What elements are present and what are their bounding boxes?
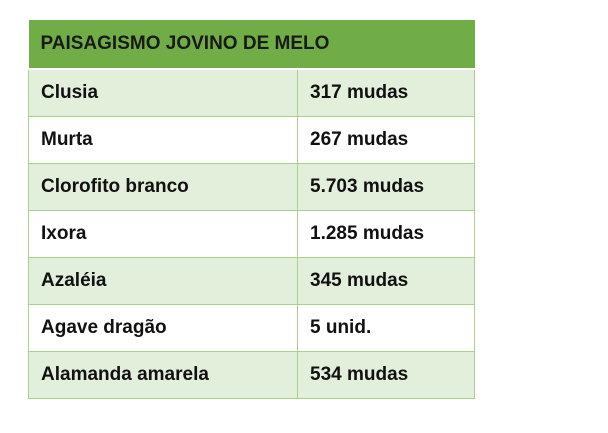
plant-table: PAISAGISMO JOVINO DE MELO Clusia 317 mud… [28, 20, 475, 399]
plant-name: Azaléia [28, 256, 298, 305]
plant-table-container: PAISAGISMO JOVINO DE MELO Clusia 317 mud… [28, 20, 475, 399]
plant-name: Clusia [28, 68, 298, 117]
table-row: Clorofito branco 5.703 mudas [28, 162, 475, 211]
table-row: Murta 267 mudas [28, 115, 475, 164]
plant-quantity: 5.703 mudas [297, 162, 475, 211]
table-row: Ixora 1.285 mudas [28, 209, 475, 258]
table-header-row: PAISAGISMO JOVINO DE MELO [28, 20, 475, 70]
plant-quantity: 267 mudas [297, 115, 475, 164]
plant-name: Agave dragão [28, 303, 298, 352]
table-title: PAISAGISMO JOVINO DE MELO [28, 20, 475, 70]
table-row: Azaléia 345 mudas [28, 256, 475, 305]
table-row: Clusia 317 mudas [28, 68, 475, 117]
plant-quantity: 1.285 mudas [297, 209, 475, 258]
plant-quantity: 5 unid. [297, 303, 475, 352]
plant-quantity: 534 mudas [297, 350, 475, 399]
plant-name: Alamanda amarela [28, 350, 298, 399]
plant-name: Murta [28, 115, 298, 164]
plant-name: Ixora [28, 209, 298, 258]
plant-quantity: 317 mudas [297, 68, 475, 117]
table-row: Agave dragão 5 unid. [28, 303, 475, 352]
plant-name: Clorofito branco [28, 162, 298, 211]
plant-quantity: 345 mudas [297, 256, 475, 305]
table-row: Alamanda amarela 534 mudas [28, 350, 475, 399]
